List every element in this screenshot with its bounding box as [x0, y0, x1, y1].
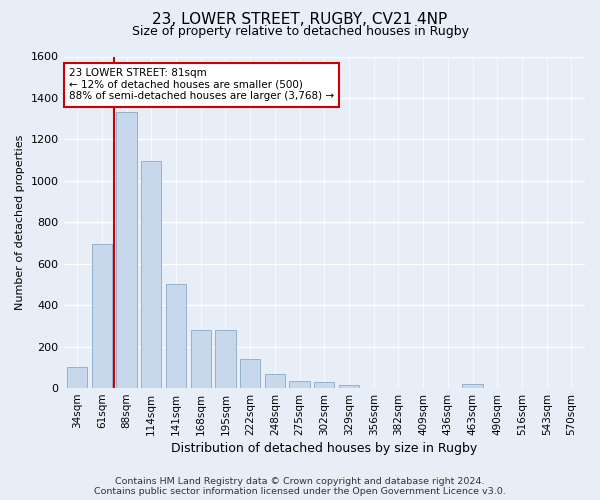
Text: Contains HM Land Registry data © Crown copyright and database right 2024.
Contai: Contains HM Land Registry data © Crown c… — [94, 476, 506, 496]
Bar — [191, 330, 211, 388]
Bar — [92, 244, 112, 388]
Bar — [166, 284, 186, 388]
Bar — [141, 161, 161, 388]
Bar — [240, 359, 260, 388]
Text: 23 LOWER STREET: 81sqm
← 12% of detached houses are smaller (500)
88% of semi-de: 23 LOWER STREET: 81sqm ← 12% of detached… — [69, 68, 334, 102]
Bar — [215, 330, 236, 388]
Bar — [289, 381, 310, 388]
Bar — [265, 374, 285, 388]
Text: Size of property relative to detached houses in Rugby: Size of property relative to detached ho… — [131, 25, 469, 38]
Bar — [339, 385, 359, 388]
Bar — [67, 368, 87, 388]
Y-axis label: Number of detached properties: Number of detached properties — [15, 134, 25, 310]
X-axis label: Distribution of detached houses by size in Rugby: Distribution of detached houses by size … — [171, 442, 478, 455]
Bar — [116, 112, 137, 388]
Bar — [314, 382, 334, 388]
Text: 23, LOWER STREET, RUGBY, CV21 4NP: 23, LOWER STREET, RUGBY, CV21 4NP — [152, 12, 448, 28]
Bar — [463, 384, 482, 388]
